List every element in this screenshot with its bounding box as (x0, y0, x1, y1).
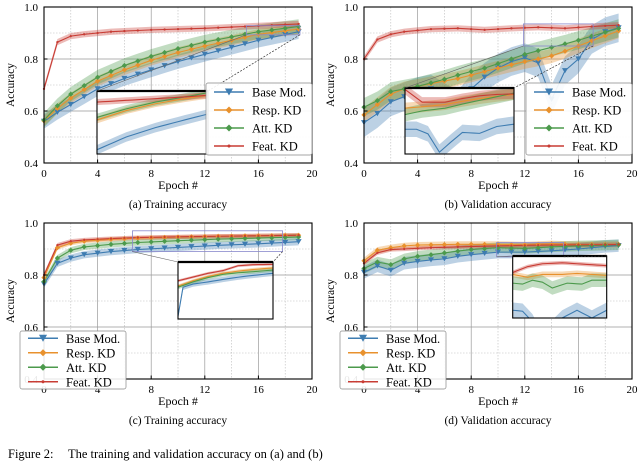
svg-text:Resp. KD: Resp. KD (386, 346, 435, 360)
svg-text:0: 0 (361, 168, 367, 180)
svg-text:12: 12 (199, 168, 210, 180)
svg-text:12: 12 (519, 168, 530, 180)
svg-text:0: 0 (41, 168, 47, 180)
svg-text:4: 4 (415, 168, 421, 180)
svg-text:Resp. KD: Resp. KD (572, 104, 621, 118)
svg-text:Accuracy: Accuracy (5, 63, 17, 107)
svg-text:Att. KD: Att. KD (386, 361, 426, 375)
svg-text:16: 16 (253, 384, 265, 396)
svg-text:8: 8 (468, 168, 474, 180)
svg-text:0.8: 0.8 (344, 270, 358, 282)
svg-text:0.8: 0.8 (344, 54, 358, 66)
svg-text:Feat. KD: Feat. KD (386, 375, 432, 389)
svg-text:Resp. KD: Resp. KD (252, 104, 301, 118)
svg-text:0.6: 0.6 (344, 106, 358, 118)
svg-text:Epoch #: Epoch # (478, 394, 518, 408)
svg-text:1.0: 1.0 (344, 218, 358, 230)
svg-text:Accuracy: Accuracy (325, 279, 337, 323)
svg-text:Feat. KD: Feat. KD (252, 140, 298, 154)
svg-text:Feat. KD: Feat. KD (66, 375, 112, 389)
svg-text:Resp. KD: Resp. KD (66, 346, 115, 360)
svg-text:16: 16 (573, 384, 585, 396)
svg-text:Epoch #: Epoch # (158, 394, 198, 408)
svg-text:0.8: 0.8 (24, 54, 38, 66)
svg-text:The training and validation ac: The training and validation accuracy on … (68, 447, 323, 461)
svg-text:12: 12 (199, 384, 210, 396)
svg-text:8: 8 (468, 384, 474, 396)
svg-text:Att. KD: Att. KD (572, 122, 612, 136)
svg-text:8: 8 (148, 168, 154, 180)
svg-text:(c) Training accuracy: (c) Training accuracy (129, 415, 228, 427)
svg-text:Att. KD: Att. KD (252, 122, 292, 136)
svg-text:Figure 2:: Figure 2: (8, 447, 53, 461)
svg-text:8: 8 (148, 384, 154, 396)
svg-text:1.0: 1.0 (24, 2, 38, 14)
svg-text:20: 20 (307, 384, 319, 396)
svg-text:16: 16 (573, 168, 585, 180)
svg-text:Base Mod.: Base Mod. (572, 86, 626, 100)
svg-text:16: 16 (253, 168, 265, 180)
svg-text:Accuracy: Accuracy (5, 279, 17, 323)
svg-text:(d) Validation accuracy: (d) Validation accuracy (444, 415, 551, 427)
svg-text:Feat. KD: Feat. KD (572, 140, 618, 154)
svg-text:12: 12 (519, 384, 530, 396)
svg-text:20: 20 (627, 384, 639, 396)
svg-text:(b) Validation accuracy: (b) Validation accuracy (444, 199, 551, 211)
svg-text:Epoch #: Epoch # (478, 178, 518, 192)
svg-text:Accuracy: Accuracy (325, 63, 337, 107)
svg-text:0.4: 0.4 (344, 158, 358, 170)
svg-text:Epoch #: Epoch # (158, 178, 198, 192)
svg-text:0.8: 0.8 (24, 270, 38, 282)
svg-text:20: 20 (307, 168, 319, 180)
svg-text:Base Mod.: Base Mod. (66, 332, 120, 346)
svg-text:0.4: 0.4 (24, 158, 38, 170)
svg-text:Base Mod.: Base Mod. (252, 86, 306, 100)
svg-text:20: 20 (627, 168, 639, 180)
svg-text:4: 4 (95, 168, 101, 180)
svg-text:1.0: 1.0 (24, 218, 38, 230)
svg-text:Base Mod.: Base Mod. (386, 332, 440, 346)
svg-text:Att. KD: Att. KD (66, 361, 106, 375)
svg-text:0.6: 0.6 (24, 106, 38, 118)
svg-text:1.0: 1.0 (344, 2, 358, 14)
svg-text:(a) Training accuracy: (a) Training accuracy (129, 199, 228, 211)
